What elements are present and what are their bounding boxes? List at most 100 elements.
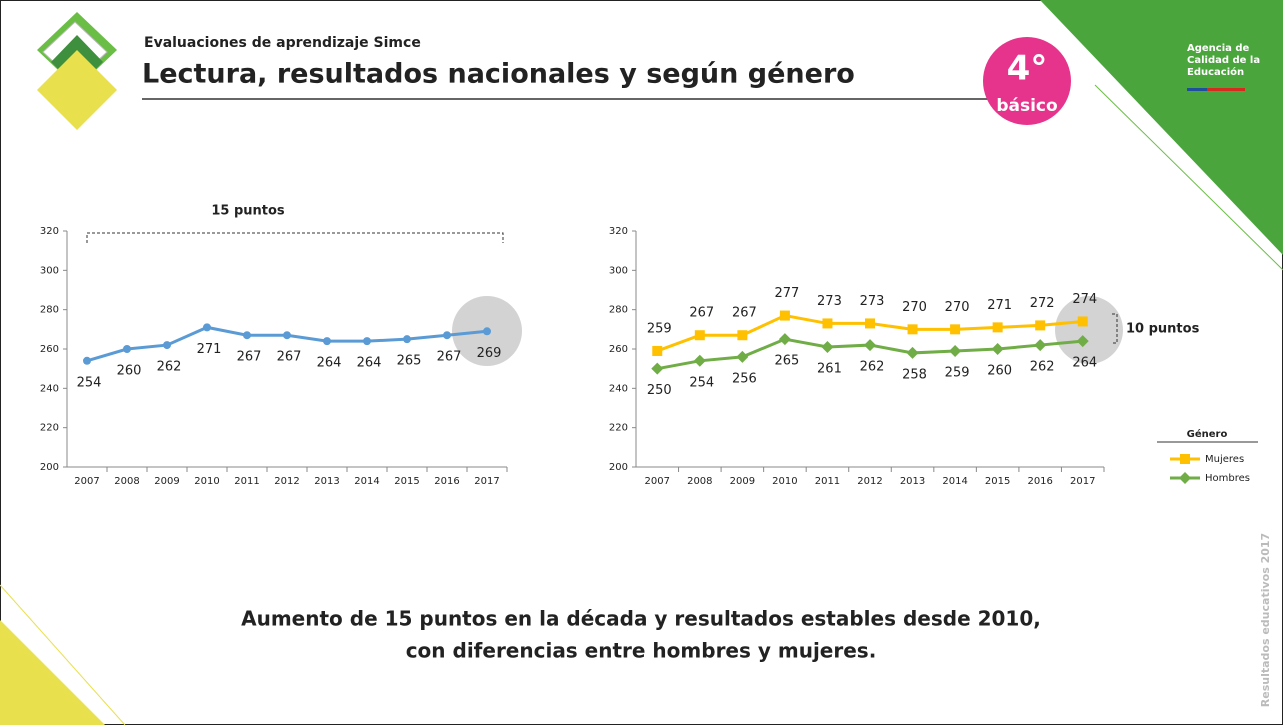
data-label: 271: [197, 342, 222, 357]
data-label: 260: [987, 364, 1012, 379]
x-tick-label: 2010: [772, 476, 797, 487]
data-label: 267: [689, 306, 714, 321]
x-tick-label: 2007: [74, 476, 99, 487]
bracket: [86, 232, 504, 243]
conclusion: con diferencias entre hombres y mujeres.: [406, 639, 877, 663]
y-tick-label: 220: [609, 423, 628, 434]
title: Lectura, resultados nacionales y según g…: [142, 59, 855, 90]
subtitle: Evaluaciones de aprendizaje Simce: [144, 35, 421, 51]
data-label: 269: [477, 346, 502, 361]
badge: [983, 37, 1071, 125]
marker: [1076, 335, 1089, 348]
y-tick-label: 320: [40, 226, 59, 237]
y-tick-label: 260: [609, 344, 628, 355]
legend-label: Mujeres: [1205, 454, 1244, 465]
y-tick-label: 220: [40, 423, 59, 434]
data-label: 260: [117, 364, 142, 379]
x-tick-label: 2009: [730, 476, 755, 487]
marker: [949, 344, 962, 357]
agency: Educación: [1187, 66, 1244, 78]
marker: [323, 337, 331, 346]
data-label: 262: [860, 360, 885, 375]
marker: [163, 341, 171, 350]
legend-title: Género: [1187, 428, 1228, 440]
x-tick-label: 2012: [274, 476, 299, 487]
flag-bar: [1207, 88, 1245, 91]
x-tick-label: 2014: [942, 476, 967, 487]
data-label: 265: [397, 354, 422, 369]
x-tick-label: 2015: [985, 476, 1010, 487]
data-label: 273: [817, 294, 842, 309]
data-label: 261: [817, 362, 842, 377]
marker: [483, 327, 491, 336]
y-tick-label: 240: [609, 383, 628, 394]
y-tick-label: 280: [609, 305, 628, 316]
marker: [1179, 472, 1191, 484]
x-tick-label: 2013: [900, 476, 925, 487]
marker: [950, 324, 961, 335]
data-label: 277: [774, 286, 799, 301]
marker: [736, 350, 749, 363]
y-tick-label: 300: [40, 265, 59, 276]
y-tick-label: 320: [609, 226, 628, 237]
data-label: 271: [987, 298, 1012, 313]
marker: [363, 337, 371, 346]
marker: [991, 343, 1004, 355]
badge-text: básico: [996, 96, 1057, 116]
marker: [1034, 339, 1047, 352]
bracket: [1112, 313, 1118, 344]
x-tick-label: 2011: [815, 476, 840, 487]
data-label: 264: [317, 356, 342, 371]
flag-bar: [1187, 88, 1207, 91]
data-label: 267: [237, 350, 262, 365]
data-label: 250: [647, 383, 672, 398]
marker: [992, 322, 1003, 333]
data-label: 270: [945, 300, 970, 315]
x-tick-label: 2008: [114, 476, 139, 487]
marker: [822, 318, 833, 329]
marker: [403, 335, 411, 344]
marker: [443, 331, 451, 340]
y-tick-label: 240: [40, 383, 59, 394]
marker: [203, 323, 211, 332]
x-tick-label: 2013: [314, 476, 339, 487]
data-label: 265: [774, 354, 799, 369]
data-label: 264: [357, 356, 382, 371]
badge-number: 4°: [1007, 49, 1048, 89]
data-label: 264: [1072, 356, 1097, 371]
marker: [906, 346, 919, 359]
data-label: 270: [902, 300, 927, 315]
data-label: 273: [860, 294, 885, 309]
marker: [864, 339, 876, 352]
side-text: Resultados educativos 2017: [1259, 533, 1272, 707]
corner-line: [0, 584, 126, 725]
data-label: 259: [945, 365, 970, 380]
x-tick-label: 2017: [1070, 476, 1095, 487]
data-label: 272: [1030, 296, 1055, 311]
data-label: 267: [732, 306, 757, 321]
marker: [83, 356, 91, 365]
marker: [1077, 316, 1088, 327]
marker: [778, 333, 791, 346]
x-tick-label: 2015: [394, 476, 419, 487]
annotation: 10 puntos: [1126, 322, 1200, 337]
marker: [865, 318, 875, 329]
data-label: 256: [732, 371, 757, 386]
data-label: 258: [902, 367, 927, 382]
marker: [779, 310, 790, 321]
marker: [651, 362, 664, 375]
x-tick-label: 2011: [234, 476, 259, 487]
x-tick-label: 2007: [645, 476, 670, 487]
agency: Agencia de: [1187, 43, 1250, 54]
y-tick-label: 200: [40, 462, 59, 473]
data-label: 262: [157, 360, 182, 375]
x-tick-label: 2008: [687, 476, 712, 487]
highlight: [1055, 296, 1123, 364]
x-tick-label: 2012: [857, 476, 882, 487]
marker: [123, 345, 131, 353]
data-label: 254: [689, 375, 714, 390]
marker: [694, 330, 705, 341]
data-label: 267: [277, 350, 302, 365]
